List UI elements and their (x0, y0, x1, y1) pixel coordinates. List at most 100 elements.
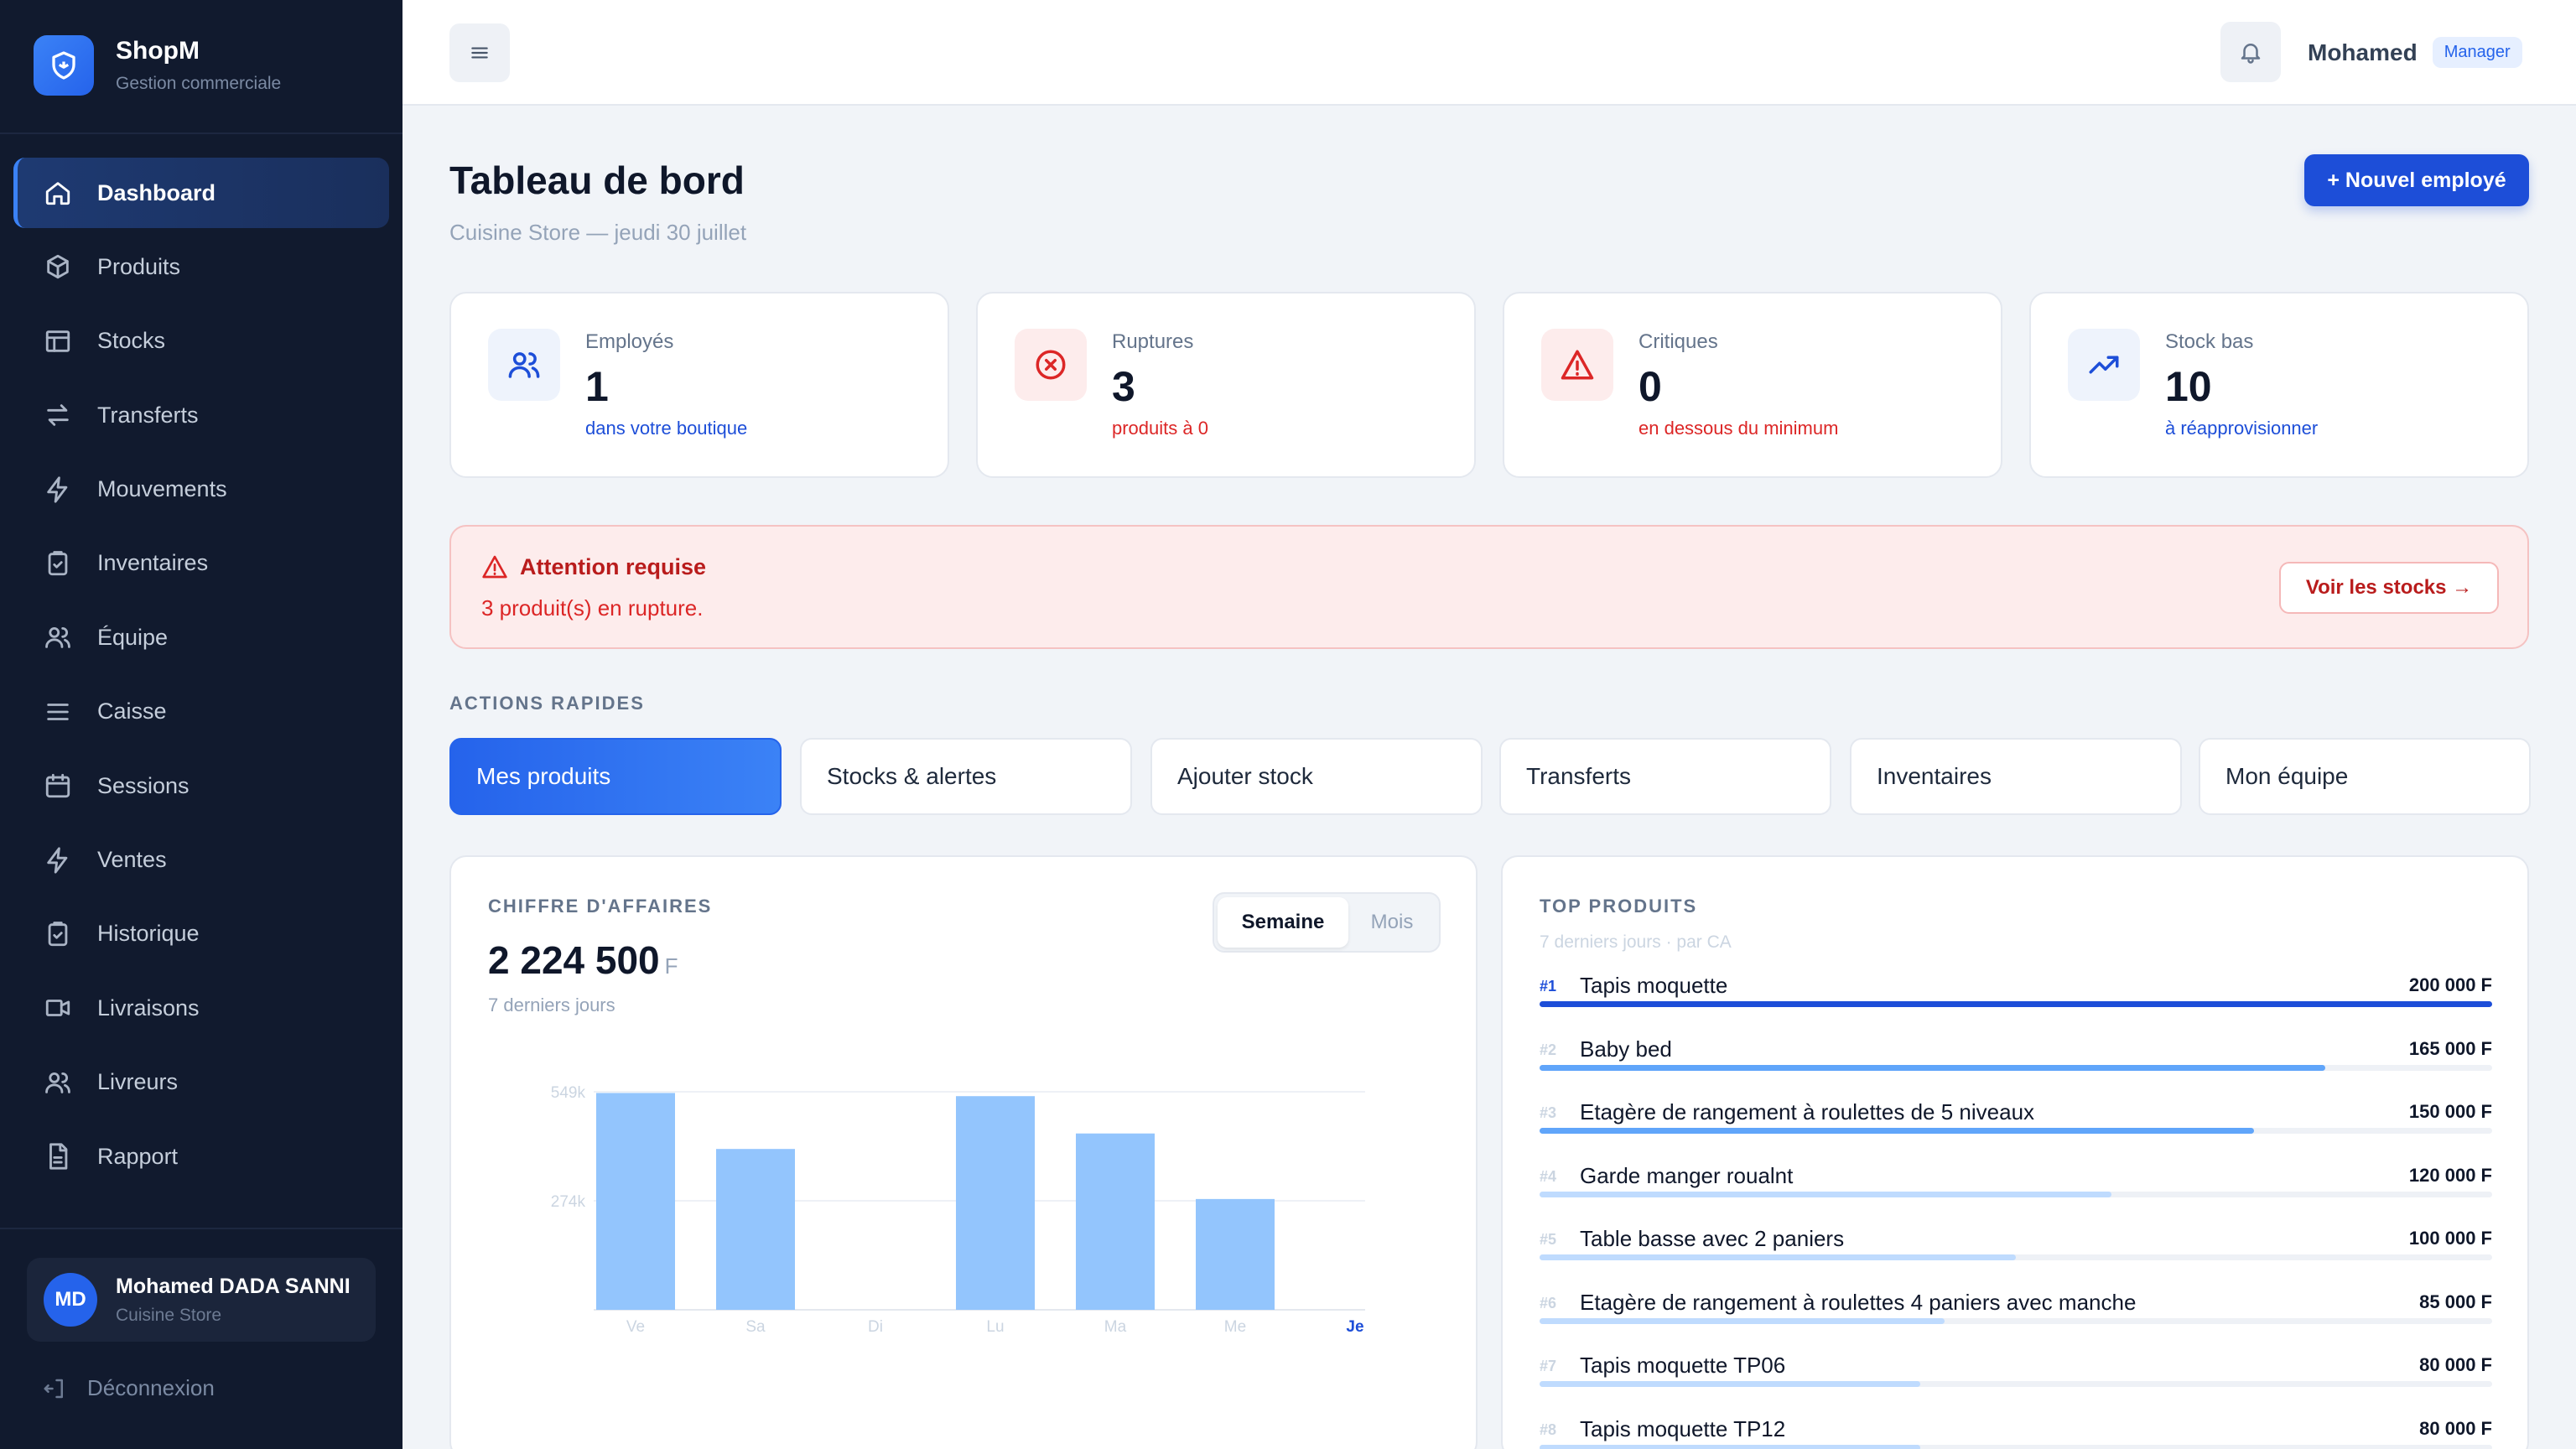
stat-icon-wrap (1015, 329, 1087, 401)
quick-action-button[interactable]: Ajouter stock (1150, 738, 1483, 815)
stat-value: 10 (2165, 363, 2212, 410)
chart-bar[interactable] (596, 1093, 675, 1310)
logout-button[interactable]: Déconnexion (42, 1375, 215, 1401)
product-rank: #6 (1540, 1294, 1557, 1311)
toggle-month[interactable]: Mois (1370, 911, 1414, 933)
list-item[interactable]: #3 Etagère de rangement à roulettes de 5 … (1540, 1094, 2492, 1158)
product-bar-fill (1540, 1001, 2492, 1007)
sidebar-item-historique[interactable]: Historique (13, 899, 389, 969)
revenue-value: 2 224 500 F (488, 937, 678, 983)
view-stocks-button[interactable]: Voir les stocks → (2279, 562, 2499, 614)
quick-action-button[interactable]: Mes produits (449, 738, 782, 815)
brand-name: ShopM (116, 37, 200, 65)
revenue-amount: 2 224 500 (488, 938, 660, 982)
x-tick-label: Sa (745, 1318, 766, 1336)
sidebar-item-stocks[interactable]: Stocks (13, 306, 389, 377)
list-item[interactable]: #1 Tapis moquette 200 000 F (1540, 968, 2492, 1031)
page-subtitle: Cuisine Store — jeudi 30 juillet (449, 220, 747, 245)
list-item[interactable]: #2 Baby bed 165 000 F (1540, 1031, 2492, 1095)
quick-action-button[interactable]: Transferts (1499, 738, 1831, 815)
users-icon (45, 627, 70, 649)
product-bar-track (1540, 1317, 2492, 1324)
sidebar-item-label: Sessions (97, 772, 190, 798)
sidebar-item-caisse[interactable]: Caisse (13, 677, 389, 747)
top-products-list: #1 Tapis moquette 200 000 F #2 Baby bed 165 0… (1540, 968, 2492, 1449)
product-bar-track (1540, 1001, 2492, 1007)
sidebar-item-transferts[interactable]: Transferts (13, 380, 389, 450)
sidebar-item-dashboard[interactable]: Dashboard (13, 158, 389, 228)
stat-value: 1 (585, 363, 609, 410)
file-icon (49, 1143, 68, 1170)
bolt-icon (47, 846, 68, 874)
product-amount: 200 000 F (2408, 974, 2492, 995)
toggle-week[interactable]: Semaine (1218, 897, 1348, 948)
sidebar-divider (0, 1228, 402, 1229)
period-toggle: Semaine Mois (1213, 892, 1441, 953)
sidebar-item-livreurs[interactable]: Livreurs (13, 1047, 389, 1118)
sidebar: ShopM Gestion commerciale Dashboard Produ… (0, 0, 402, 1449)
quick-action-button[interactable]: Inventaires (1850, 738, 2182, 815)
sidebar-item-sessions[interactable]: Sessions (13, 750, 389, 821)
list-item[interactable]: #7 Tapis moquette TP06 80 000 F (1540, 1348, 2492, 1411)
sidebar-item-rapport[interactable]: Rapport (13, 1121, 389, 1192)
hamburger-icon (471, 47, 488, 59)
users-icon (45, 1072, 70, 1093)
product-amount: 165 000 F (2408, 1037, 2492, 1059)
chart-bar[interactable] (716, 1149, 795, 1310)
user-menu[interactable]: Mohamed Manager (2308, 37, 2522, 68)
chart-bar[interactable] (956, 1096, 1035, 1310)
revenue-bar-chart: 549k 274k Ve Sa Di Lu Ma Me Je (551, 1084, 1365, 1336)
revenue-panel: CHIFFRE D'AFFAIRES 2 224 500 F 7 derniers… (449, 855, 1478, 1449)
product-name: Baby bed (1580, 1036, 1672, 1062)
warning-icon (1561, 350, 1594, 380)
list-item[interactable]: #6 Etagère de rangement à roulettes 4 pan… (1540, 1285, 2492, 1348)
product-bar-fill (1540, 1317, 1945, 1324)
product-amount: 85 000 F (2419, 1291, 2492, 1312)
product-amount: 80 000 F (2419, 1354, 2492, 1375)
product-bar-fill (1540, 1254, 2016, 1260)
chart-bar[interactable] (1196, 1198, 1275, 1310)
product-name: Etagère de rangement à roulettes de 5 ni… (1580, 1099, 2035, 1124)
stat-card: Stock bas 10 à réapprovisionner (2029, 292, 2529, 478)
new-employee-button[interactable]: + Nouvel employé (2304, 154, 2529, 206)
sidebar-item-livraisons[interactable]: Livraisons (13, 973, 389, 1043)
sidebar-item-ventes[interactable]: Ventes (13, 825, 389, 896)
page-title: Tableau de bord (449, 158, 745, 202)
delivery-icon (45, 1000, 70, 1017)
topbar-user-name: Mohamed (2308, 39, 2418, 65)
notifications-button[interactable] (2220, 22, 2281, 82)
brand[interactable]: ShopM Gestion commerciale (34, 35, 281, 96)
stat-note: en dessous du minimum (1639, 418, 1839, 439)
user-store: Cuisine Store (116, 1305, 222, 1325)
user-card[interactable]: MD Mohamed DADA SANNI Cuisine Store (27, 1258, 376, 1342)
product-bar-fill (1540, 1128, 2254, 1134)
sidebar-item-inventaires[interactable]: Inventaires (13, 528, 389, 599)
product-amount: 150 000 F (2408, 1101, 2492, 1122)
list-item[interactable]: #4 Garde manger roualnt 120 000 F (1540, 1158, 2492, 1222)
y-tick-label: 549k (551, 1084, 586, 1102)
list-item[interactable]: #5 Table basse avec 2 paniers 100 000 F (1540, 1221, 2492, 1285)
layout-icon (45, 330, 70, 352)
sidebar-item-mouvements[interactable]: Mouvements (13, 454, 389, 525)
users-icon (508, 352, 540, 378)
chart-bar[interactable] (1076, 1133, 1155, 1310)
top-products-label: TOP PRODUITS (1540, 896, 1698, 917)
logout-icon (44, 1379, 63, 1398)
revenue-period: 7 derniers jours (488, 995, 615, 1015)
revenue-currency: F (664, 953, 678, 979)
trend-up-icon (2089, 356, 2119, 374)
product-bar-fill (1540, 1444, 1921, 1449)
quick-action-button[interactable]: Stocks & alertes (800, 738, 1132, 815)
stat-note: à réapprovisionner (2165, 418, 2319, 439)
quick-action-button[interactable]: Mon équipe (2199, 738, 2531, 815)
menu-toggle-button[interactable] (449, 23, 510, 82)
role-badge: Manager (2432, 37, 2522, 68)
list-item[interactable]: #8 Tapis moquette TP12 80 000 F (1540, 1411, 2492, 1449)
product-rank: #7 (1540, 1358, 1557, 1374)
sidebar-item-equipe[interactable]: Équipe (13, 602, 389, 673)
topbar: Mohamed Manager (402, 0, 2576, 106)
sidebar-item-label: Livreurs (97, 1069, 179, 1095)
product-bar-track (1540, 1381, 2492, 1387)
product-name: Table basse avec 2 paniers (1580, 1226, 1845, 1251)
sidebar-item-produits[interactable]: Produits (13, 231, 389, 302)
